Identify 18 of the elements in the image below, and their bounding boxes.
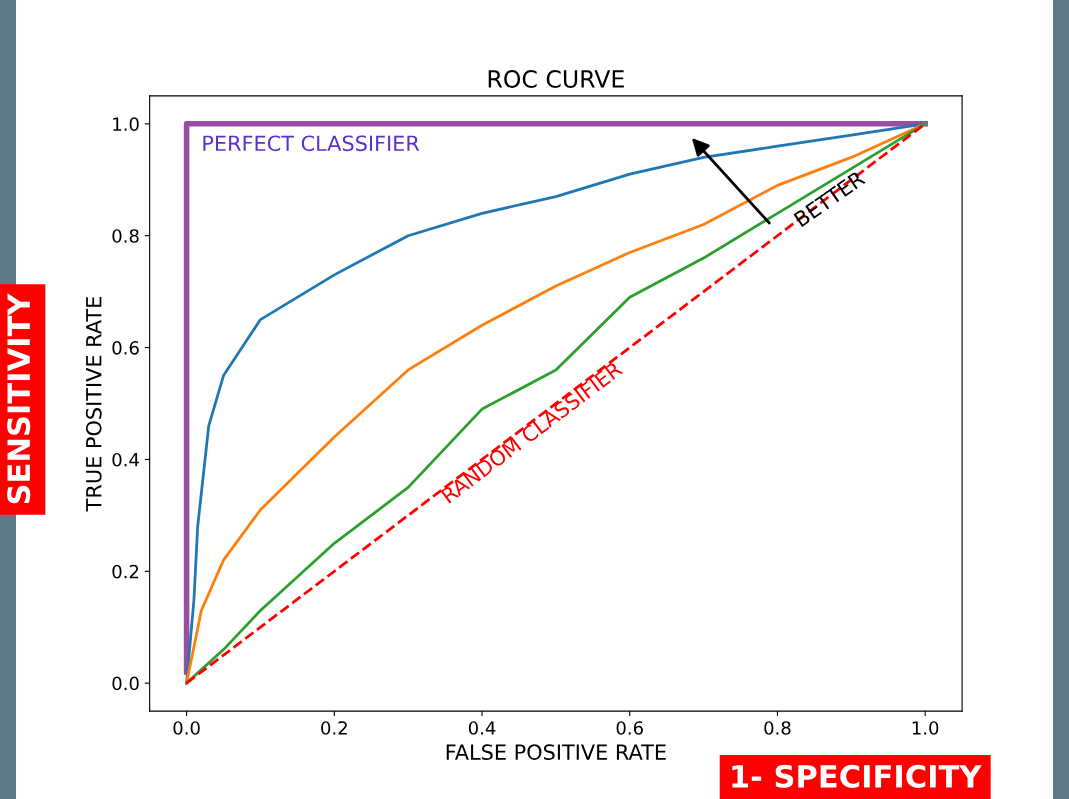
text: SENSITIVITY bbox=[7, 293, 31, 504]
y-tick-label: 0.2 bbox=[112, 564, 139, 579]
y-tick-label: 0.0 bbox=[112, 676, 139, 691]
x-tick-label: 0.2 bbox=[321, 721, 347, 735]
y-tick-label: 0.6 bbox=[112, 341, 139, 355]
x-axis-title: FALSE POSITIVE RATE bbox=[446, 744, 666, 760]
series-label: PERFECT CLASSIFIER bbox=[203, 135, 420, 152]
y-axis-title: TRUE POSITIVE RATE bbox=[85, 297, 102, 512]
x-tick-label: 1.0 bbox=[912, 721, 939, 735]
y-tick-label: 0.4 bbox=[112, 452, 139, 467]
y-tick-label: 0.8 bbox=[112, 229, 139, 243]
x-tick-label: 0.8 bbox=[764, 721, 791, 735]
y-tick-label: 1.0 bbox=[113, 117, 139, 131]
x-tick-label: 0.4 bbox=[468, 721, 496, 735]
text: 1- SPECIFICITY bbox=[732, 764, 982, 788]
x-tick-label: 0.0 bbox=[173, 721, 200, 735]
x-tick-label: 0.6 bbox=[616, 721, 643, 735]
chart-title: ROC CURVE bbox=[488, 70, 624, 88]
